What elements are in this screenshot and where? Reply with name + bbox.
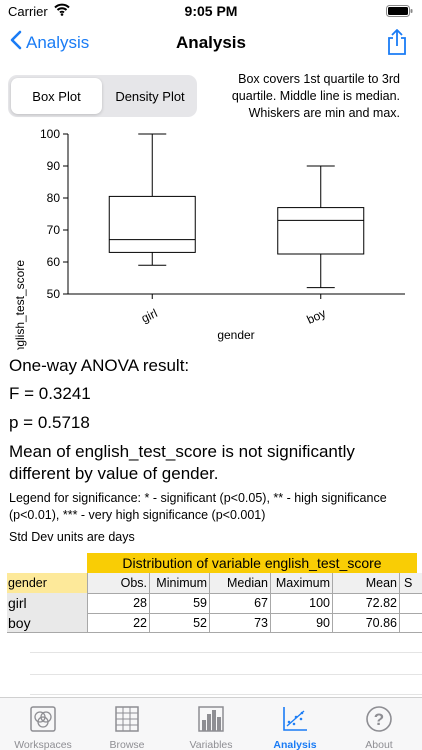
table-cell: [399, 613, 422, 633]
x-tick-label: girl: [139, 306, 159, 325]
table-cell: 100: [270, 593, 332, 613]
tab-variables[interactable]: Variables: [169, 704, 253, 750]
iqr-box: [277, 207, 365, 255]
table-row-label: girl: [7, 593, 87, 613]
tab-label: Browse: [109, 739, 145, 750]
clock: 9:05 PM: [184, 3, 238, 19]
y-tick-label: 50: [47, 287, 61, 301]
column-header-stddev: S: [399, 573, 422, 593]
grid-icon: [85, 704, 169, 737]
segment-density-plot[interactable]: Density Plot: [115, 88, 185, 104]
page-title: Analysis: [176, 33, 246, 52]
table-cell: 22: [87, 613, 149, 633]
chevron-left-icon: [10, 30, 22, 55]
distribution-table: Distribution of variable english_test_sc…: [7, 553, 422, 633]
table-divider: [7, 593, 422, 594]
table-row-label: boy: [7, 613, 87, 633]
navigation-bar: Analysis Analysis: [0, 22, 422, 66]
status-bar: Carrier 9:05 PM: [0, 0, 422, 22]
svg-text:?: ?: [374, 710, 384, 729]
table-cell: 28: [87, 593, 149, 613]
box-plot-chart: english_test_score gender 100 90 80 70 60 50 g…: [13, 127, 405, 350]
box-plot-note: Box covers 1st quartile to 3rd quartile.…: [231, 72, 400, 120]
table-cell: 90: [270, 613, 332, 633]
iqr-box: [108, 195, 196, 253]
battery-icon: [386, 5, 413, 20]
share-icon: [386, 29, 408, 60]
carrier-label: Carrier: [8, 4, 48, 19]
y-tick-label: 70: [47, 223, 61, 237]
empty-row-divider: [30, 652, 422, 653]
y-tick-label: 60: [47, 255, 61, 269]
table-title: Distribution of variable english_test_sc…: [87, 553, 417, 573]
significance-legend: Legend for significance: * - significant…: [9, 491, 387, 522]
std-dev-note: Std Dev units are days: [9, 530, 135, 544]
p-value: p = 0.5718: [9, 413, 90, 432]
tab-label: About: [365, 739, 393, 750]
back-button[interactable]: Analysis: [10, 30, 89, 55]
empty-row-divider: [30, 694, 422, 695]
workspaces-icon: [1, 704, 85, 737]
tab-label: Analysis: [273, 739, 317, 750]
y-tick-label: 80: [47, 191, 61, 205]
table-cell: 70.86: [332, 613, 399, 633]
y-axis-label: english_test_score: [13, 260, 27, 350]
share-button[interactable]: [386, 28, 408, 61]
table-cell: 67: [209, 593, 270, 613]
question-icon: ?: [337, 704, 421, 737]
table-cell: 52: [149, 613, 209, 633]
bar-chart-icon: [169, 704, 253, 737]
back-button-label: Analysis: [26, 32, 90, 52]
column-header-maximum: Maximum: [270, 573, 332, 593]
x-axis-label: gender: [217, 328, 254, 342]
column-header-obs: Obs.: [87, 573, 149, 593]
tab-analysis[interactable]: Analysis: [253, 704, 337, 750]
tab-label: Workspaces: [14, 739, 72, 750]
column-header-median: Median: [209, 573, 270, 593]
tab-about[interactable]: ? About: [337, 704, 421, 750]
table-divider: [7, 632, 422, 633]
scatter-icon: [253, 704, 337, 737]
column-header-minimum: Minimum: [149, 573, 209, 593]
anova-conclusion: Mean of english_test_score is not signif…: [9, 442, 355, 483]
tab-workspaces[interactable]: Workspaces: [1, 704, 85, 750]
tab-browse[interactable]: Browse: [85, 704, 169, 750]
column-header-mean: Mean: [332, 573, 399, 593]
segment-box-plot[interactable]: Box Plot: [11, 78, 102, 114]
wifi-icon: [54, 3, 70, 19]
plot-type-segmented-control: Box Plot Density Plot: [8, 75, 197, 117]
f-statistic: F = 0.3241: [9, 384, 91, 403]
x-tick-label: boy: [305, 306, 328, 327]
table-cell: 59: [149, 593, 209, 613]
table-cell: 73: [209, 613, 270, 633]
table-row-header: gender: [7, 573, 87, 593]
tab-bar: Workspaces Browse Variables: [0, 697, 422, 750]
table-divider: [7, 613, 422, 614]
tab-label: Variables: [189, 739, 233, 750]
table-cell: 72.82: [332, 593, 399, 613]
empty-row-divider: [30, 674, 422, 675]
table-cell: [399, 593, 422, 613]
anova-title: One-way ANOVA result:: [9, 356, 190, 375]
y-tick-label: 90: [47, 159, 61, 173]
y-tick-label: 100: [40, 127, 60, 141]
